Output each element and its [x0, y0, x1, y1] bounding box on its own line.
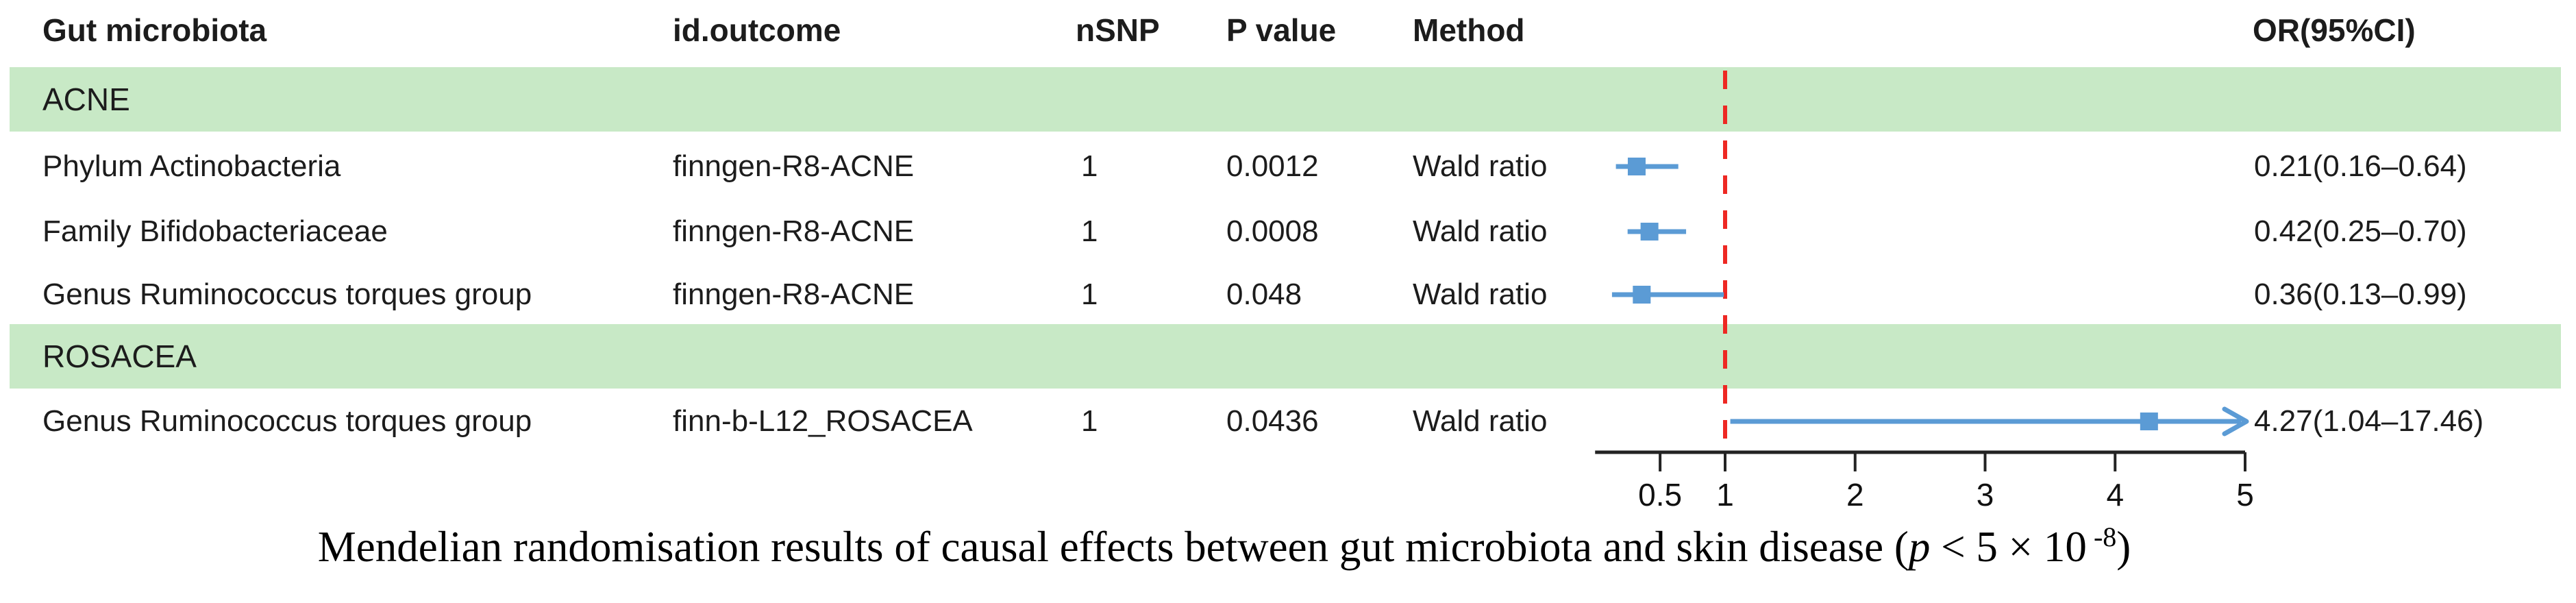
- row-method: Wald ratio: [1413, 278, 1548, 311]
- row-id-outcome: finngen-R8-ACNE: [673, 149, 915, 183]
- row-p-value: 0.0008: [1226, 214, 1319, 248]
- x-axis-tick-label: 0.5: [1638, 477, 1682, 513]
- column-header-nsnp: nSNP: [1076, 12, 1160, 48]
- group-band-rosacea: ROSACEA: [10, 324, 2561, 389]
- group-label-rosacea: ROSACEA: [42, 339, 197, 374]
- row-or-ci: 0.36(0.13–0.99): [2254, 278, 2467, 311]
- x-axis-tick-label: 4: [2106, 477, 2124, 513]
- figure-caption: Mendelian randomisation results of causa…: [317, 521, 2131, 571]
- x-axis-tick-label: 1: [1716, 477, 1734, 513]
- row-nsnp: 1: [1081, 214, 1098, 248]
- x-axis-tick-label: 3: [1977, 477, 1994, 513]
- column-header-p-value: P value: [1226, 12, 1337, 48]
- arrow-head-icon: [2222, 406, 2249, 436]
- row-id-outcome: finngen-R8-ACNE: [673, 214, 915, 248]
- column-header-method: Method: [1413, 12, 1525, 48]
- row-id-outcome: finn-b-L12_ROSACEA: [673, 404, 973, 438]
- row-nsnp: 1: [1081, 149, 1098, 183]
- row-gut-microbiota: Genus Ruminococcus torques group: [42, 278, 532, 311]
- or-point-square: [2140, 413, 2158, 430]
- or-point-square: [1633, 286, 1651, 304]
- row-nsnp: 1: [1081, 278, 1098, 311]
- row-or-ci: 0.42(0.25–0.70): [2254, 214, 2467, 248]
- row-method: Wald ratio: [1413, 404, 1548, 438]
- x-axis-tick-label: 5: [2236, 477, 2254, 513]
- row-p-value: 0.0012: [1226, 149, 1319, 183]
- row-p-value: 0.0436: [1226, 404, 1319, 438]
- or-point-square: [1640, 223, 1659, 241]
- row-or-ci: 0.21(0.16–0.64): [2254, 149, 2467, 183]
- group-band-acne: ACNE: [10, 67, 2561, 132]
- row-id-outcome: finngen-R8-ACNE: [673, 278, 915, 311]
- column-header-gut-microbiota: Gut microbiota: [42, 12, 267, 48]
- column-header-id-outcome: id.outcome: [673, 12, 841, 48]
- row-method: Wald ratio: [1413, 149, 1548, 183]
- row-gut-microbiota: Family Bifidobacteriaceae: [42, 214, 388, 248]
- group-label-acne: ACNE: [42, 82, 130, 117]
- row-gut-microbiota: Phylum Actinobacteria: [42, 149, 341, 183]
- column-header-or-ci: OR(95%CI): [2253, 12, 2416, 48]
- row-method: Wald ratio: [1413, 214, 1548, 248]
- row-gut-microbiota: Genus Ruminococcus torques group: [42, 404, 532, 438]
- row-p-value: 0.048: [1226, 278, 1302, 311]
- row-or-ci: 4.27(1.04–17.46): [2254, 404, 2484, 438]
- x-axis-tick-label: 2: [1846, 477, 1864, 513]
- row-nsnp: 1: [1081, 404, 1098, 438]
- or-point-square: [1627, 158, 1646, 175]
